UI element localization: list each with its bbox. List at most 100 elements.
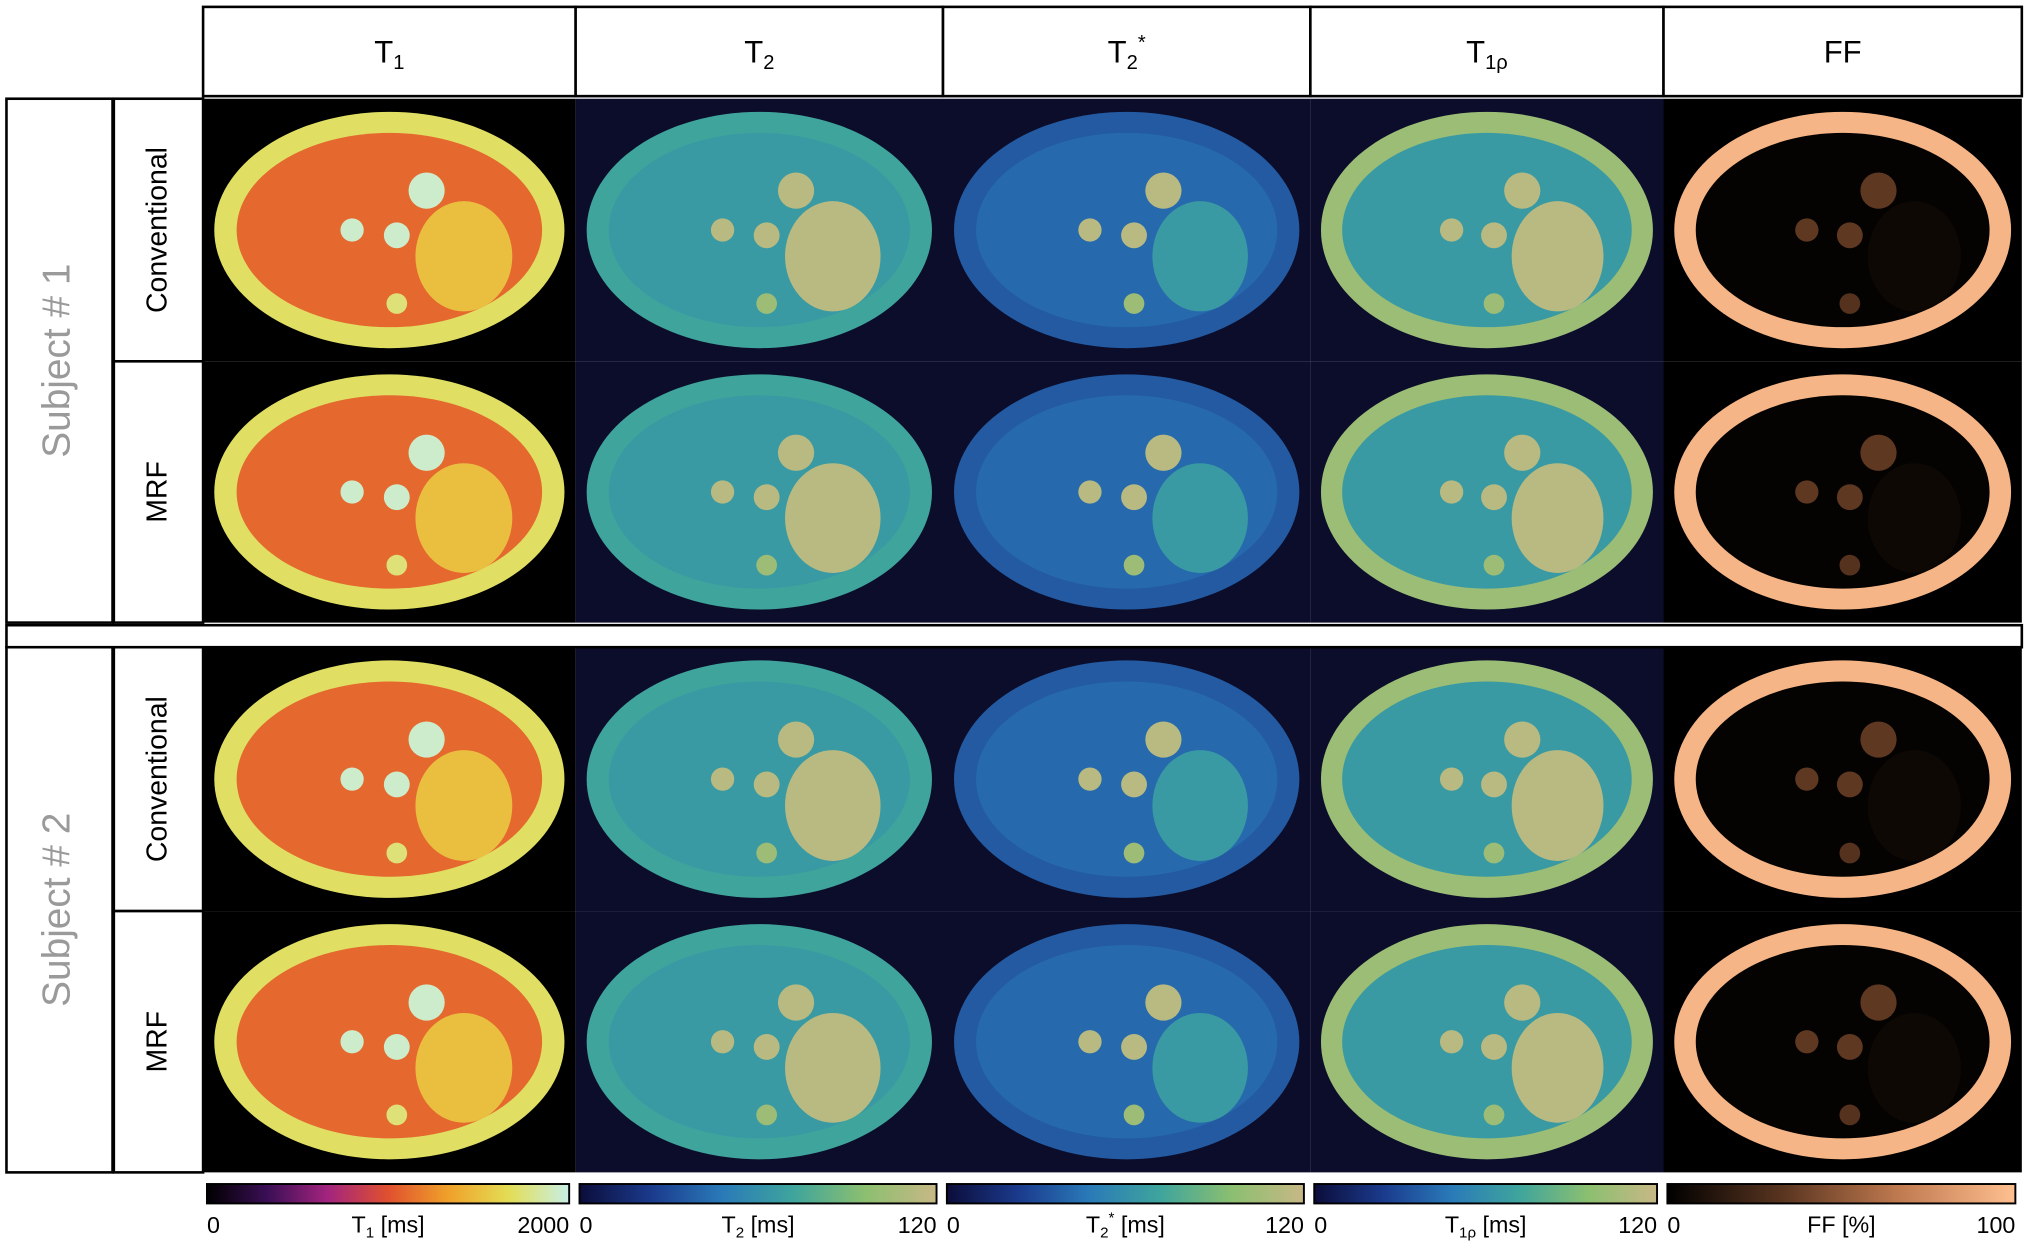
colorbar-max: 100 (1977, 1212, 2016, 1238)
vena-cava (1078, 480, 1102, 504)
column-header-base: T (744, 35, 763, 70)
spleen (1867, 750, 1961, 861)
colorbar-min: 0 (1314, 1212, 1327, 1238)
subject-label: Subject # 2 (36, 813, 79, 1007)
colorbar-max: 2000 (517, 1212, 569, 1238)
vena-cava (340, 480, 364, 504)
column-header: FF (1824, 35, 1862, 70)
spine (1483, 293, 1505, 314)
stomach (408, 434, 445, 471)
aorta (1481, 484, 1507, 511)
spine (1483, 554, 1505, 576)
spine (1483, 1104, 1505, 1126)
aorta (753, 222, 780, 249)
colorbar-label-sup: * (1109, 1210, 1115, 1227)
stomach (777, 434, 815, 471)
aorta (1481, 222, 1507, 249)
column-header-sub: 2 (1127, 52, 1138, 74)
aorta (1836, 1034, 1863, 1060)
colorbar-label-unit: [ms] (1121, 1212, 1165, 1238)
abdomen-slice (1674, 374, 2012, 610)
abdomen-slice (954, 374, 1300, 610)
row-label: MRF (142, 1011, 174, 1073)
row-label: MRF (142, 461, 174, 523)
colorbar (1666, 1183, 2017, 1205)
colorbar-label: T1 [ms] (352, 1212, 425, 1242)
abdomen-slice (214, 111, 565, 349)
colorbar-label-unit: [ms] (381, 1212, 425, 1238)
spine (1123, 1104, 1145, 1126)
abdomen-slice (214, 374, 565, 610)
abdomen-slice (1674, 111, 2012, 349)
colorbar-label-sub: 1ρ (1459, 1225, 1476, 1242)
stomach (1145, 434, 1182, 471)
vena-cava (710, 1030, 735, 1054)
aorta (383, 222, 410, 249)
stomach (1504, 172, 1541, 209)
column-header-base: T (1466, 35, 1485, 70)
spine (386, 1104, 408, 1126)
spleen (1511, 201, 1604, 312)
spleen (1152, 750, 1248, 861)
colorbar (578, 1183, 938, 1205)
colorbar-label-sub: 2 (1100, 1225, 1108, 1242)
aorta (1836, 484, 1863, 511)
abdomen-slice (586, 111, 932, 349)
separator (5, 623, 2024, 649)
spine (386, 554, 408, 576)
aorta (1836, 222, 1863, 249)
stomach (1860, 984, 1897, 1021)
stomach (1504, 721, 1541, 758)
colorbar-label-unit: [ms] (751, 1212, 795, 1238)
spine (1839, 1104, 1861, 1126)
spleen (415, 750, 513, 861)
vena-cava (1439, 218, 1464, 242)
spine (1123, 554, 1145, 576)
abdomen-slice (1320, 111, 1653, 349)
colorbar-label-unit: [ms] (1483, 1212, 1527, 1238)
stomach (408, 984, 445, 1021)
aorta (1836, 771, 1863, 798)
aorta (753, 771, 780, 798)
vena-cava (1078, 218, 1102, 242)
aorta (383, 1034, 410, 1060)
header-cell (201, 5, 577, 98)
spine (756, 554, 778, 576)
column-header-base: T (374, 35, 393, 70)
row-label-box (112, 97, 205, 363)
spleen (1152, 463, 1248, 573)
spleen (415, 463, 513, 573)
spine (1123, 293, 1145, 314)
colorbar-label: T2 [ms] (721, 1212, 794, 1242)
aorta (383, 484, 410, 511)
abdomen-slice (1320, 924, 1653, 1160)
abdomen-slice (214, 660, 565, 898)
vena-cava (340, 767, 364, 791)
spine (756, 1104, 778, 1126)
colorbar-label-base: T (1445, 1212, 1459, 1238)
stomach (1145, 984, 1182, 1021)
abdomen-slice (954, 660, 1300, 898)
spine (1123, 842, 1145, 864)
abdomen-slice (1674, 924, 2012, 1160)
colorbar-label-unit: [%] (1842, 1212, 1876, 1238)
spleen (1152, 201, 1248, 312)
vena-cava (1439, 1030, 1464, 1054)
colorbar-label-sub: 2 (736, 1225, 744, 1242)
spine (1839, 293, 1861, 314)
colorbar-label: T2* [ms] (1086, 1210, 1165, 1242)
stomach (1860, 172, 1897, 209)
abdomen-slice (1674, 660, 2012, 898)
aorta (753, 484, 780, 511)
row-label: Conventional (142, 147, 174, 313)
colorbar-max: 120 (1265, 1212, 1304, 1238)
aorta (1481, 771, 1507, 798)
spleen (1511, 463, 1604, 573)
colorbar-min: 0 (580, 1212, 593, 1238)
vena-cava (710, 767, 735, 791)
vena-cava (1795, 1030, 1819, 1054)
abdomen-slice (586, 924, 932, 1160)
stomach (1504, 984, 1541, 1021)
column-header: T2 (744, 35, 774, 74)
aorta (1121, 222, 1147, 249)
